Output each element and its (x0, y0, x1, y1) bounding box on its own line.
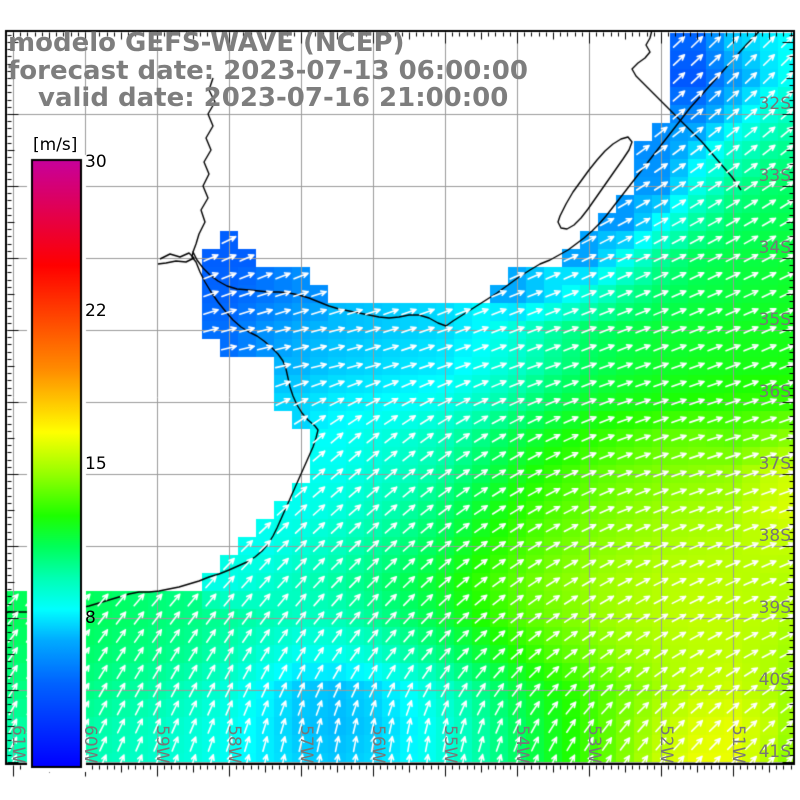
lat-axis-label: 33S (758, 166, 791, 186)
lon-axis-label: 51W (728, 725, 748, 764)
lon-axis-label: 52W (656, 725, 676, 764)
model-title: modelo GEFS-WAVE (NCEP) (8, 28, 405, 58)
lon-axis-label: 58W (224, 725, 244, 764)
lat-axis-label: 36S (758, 382, 791, 402)
lon-axis-label: 59W (152, 725, 172, 764)
colorbar-tick-22: 22 (85, 301, 107, 321)
colorbar-tick-30: 30 (85, 152, 107, 172)
lat-axis-label: 39S (758, 598, 791, 618)
valid-date-label: valid date: 2023-07-16 21:00:00 (38, 83, 509, 113)
lon-axis-label: 60W (80, 725, 100, 764)
lon-axis-label: 55W (440, 725, 460, 764)
lat-axis-label: 37S (758, 454, 791, 474)
colorbar-tick-15: 15 (85, 454, 107, 474)
colorbar-unit-label: [m/s] (33, 135, 78, 155)
forecast-date-label: forecast date: 2023-07-13 06:00:00 (8, 56, 528, 86)
lat-axis-label: 35S (758, 310, 791, 330)
colorbar-tick-8: 8 (85, 608, 96, 628)
lat-axis-label: 40S (758, 670, 791, 690)
lat-axis-label: 38S (758, 526, 791, 546)
lat-axis-label: 41S (758, 742, 791, 762)
lon-axis-label: 57W (296, 725, 316, 764)
lat-axis-label: 32S (758, 94, 791, 114)
lon-axis-label: 53W (584, 725, 604, 764)
lon-axis-label: 56W (368, 725, 388, 764)
lon-axis-label: 54W (512, 725, 532, 764)
lat-axis-label: 34S (758, 238, 791, 258)
lon-axis-label: 61W (8, 725, 28, 764)
